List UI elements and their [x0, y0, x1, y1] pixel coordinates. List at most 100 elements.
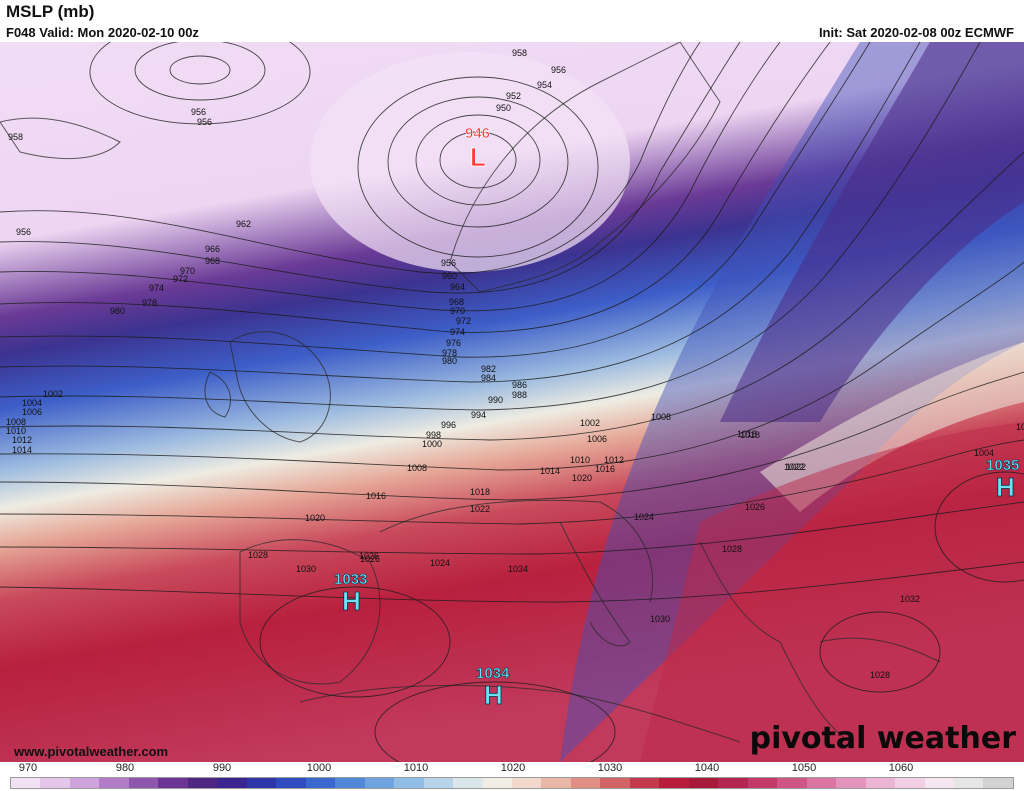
mslp-map: 958 956 954 952 950 956 956 958 956 962 …	[0, 42, 1024, 762]
colorbar-swatch	[865, 778, 896, 788]
contour-label: 950	[496, 103, 511, 113]
colorbar-tick-label: 1020	[500, 762, 526, 774]
colorbar-swatch	[158, 778, 188, 788]
colorbar-swatch	[305, 778, 336, 788]
high-pressure-center: 1034 H	[476, 665, 511, 711]
init-time: Init: Sat 2020-02-08 00z ECMWF	[818, 25, 1014, 40]
colorbar-strip	[10, 777, 1014, 789]
contour-label: 1002	[43, 389, 63, 399]
contour-label: 1024	[430, 558, 450, 568]
contour-label: 978	[142, 298, 157, 308]
colorbar-swatch	[394, 778, 424, 788]
contour-labels: 958 956 954 952 950 956 956 958 956 962 …	[6, 48, 1024, 680]
colorbar-swatch	[69, 778, 100, 788]
contour-label: 974	[450, 327, 465, 337]
contour-label: 1004	[22, 398, 42, 408]
contour-label: 1008	[651, 412, 671, 422]
colorbar-swatch	[453, 778, 483, 788]
brand-logo: pivotal weather	[750, 721, 1017, 756]
colorbar-tick-labels: 970 980 990 1000 1010 1020 1030 1040 1050 1060	[10, 762, 1014, 776]
contour-label: 1012	[604, 455, 624, 465]
contour-label: 1018	[737, 429, 757, 439]
contour-label: 1010	[6, 426, 26, 436]
contour-label: 1020	[305, 513, 325, 523]
colorbar-swatch	[276, 778, 306, 788]
contour-label: 956	[197, 117, 212, 127]
contour-label: 1016	[595, 464, 615, 474]
colorbar-swatch	[246, 778, 277, 788]
low-pressure-letter: L	[470, 142, 486, 172]
colorbar-swatch	[541, 778, 571, 788]
low-pressure-value: 946	[465, 125, 490, 142]
contour-label: 1026	[745, 502, 765, 512]
contour-label: 1034	[508, 564, 528, 574]
contour-label: 1018	[470, 487, 490, 497]
colorbar-swatch	[777, 778, 807, 788]
contour-label: 1026	[359, 551, 379, 561]
contour-label: 1028	[722, 544, 742, 554]
contour-label: 1000	[422, 439, 442, 449]
contour-label: 1004	[974, 448, 994, 458]
contour-label: 970	[180, 266, 195, 276]
contour-label: 1020	[572, 473, 592, 483]
map-title: MSLP (mb)	[6, 2, 95, 21]
contour-label: 964	[450, 282, 465, 292]
colorbar-swatch	[482, 778, 512, 788]
colorbar-swatch	[836, 778, 866, 788]
colorbar-swatch	[187, 778, 218, 788]
colorbar-swatch	[954, 778, 984, 788]
contour-label: 966	[205, 244, 220, 254]
contour-label: 1026	[360, 554, 380, 564]
contour-label: 1030	[296, 564, 316, 574]
colorbar-swatch	[747, 778, 778, 788]
contour-label: 990	[488, 395, 503, 405]
contour-label: 956	[16, 227, 31, 237]
low-pressure-center: 946 L	[465, 125, 491, 173]
colorbar-swatch	[217, 778, 247, 788]
contour-label: 1024	[634, 512, 654, 522]
colorbar-tick-label: 970	[18, 762, 38, 774]
contour-label: 974	[149, 283, 164, 293]
site-url: www.pivotalweather.com	[13, 744, 168, 759]
colorbar-swatch	[511, 778, 542, 788]
pressure-colorbar: 970 980 990 1000 1010 1020 1030 1040 1050 1060	[10, 762, 1014, 791]
contour-label: 996	[441, 420, 456, 430]
colorbar-tick-label: 990	[212, 762, 232, 774]
colorbar-swatch	[600, 778, 630, 788]
colorbar-tick-label: 980	[115, 762, 135, 774]
high-pressure-value: 1035	[986, 457, 1019, 474]
colorbar-tick-label: 1060	[888, 762, 914, 774]
contour-label: 1032	[1016, 422, 1024, 432]
colorbar-swatch	[895, 778, 925, 788]
colorbar-swatch	[11, 778, 41, 788]
contour-label: 1002	[580, 418, 600, 428]
high-pressure-center: 1033 H	[334, 571, 368, 617]
contour-label: 972	[456, 316, 471, 326]
colorbar-swatch	[806, 778, 837, 788]
contour-label: 1032	[900, 594, 920, 604]
pressure-centers: 946 L 1033 H 1034 H 1035 H	[334, 125, 1020, 711]
contour-label: 952	[506, 91, 521, 101]
contour-label: 960	[442, 271, 457, 281]
contour-label: 1010	[570, 455, 590, 465]
colorbar-swatch	[688, 778, 719, 788]
contour-label: 1018	[740, 430, 760, 440]
colorbar-tick-label: 1030	[597, 762, 623, 774]
contour-label: 1006	[22, 407, 42, 417]
contour-label: 1022	[786, 462, 806, 472]
contour-label: 1016	[366, 491, 386, 501]
contour-label: 958	[512, 48, 527, 58]
contour-label: 962	[236, 219, 251, 229]
valid-time: F048 Valid: Mon 2020-02-10 00z	[6, 25, 199, 40]
contour-label: 988	[512, 390, 527, 400]
contour-label: 1014	[540, 466, 560, 476]
colorbar-tick-label: 1040	[694, 762, 720, 774]
contour-label: 976	[446, 338, 461, 348]
colorbar-tick-label: 1000	[306, 762, 332, 774]
contour-label: 958	[8, 132, 23, 142]
colorbar-swatch	[570, 778, 601, 788]
contour-label: 968	[449, 297, 464, 307]
colorbar-swatch	[99, 778, 129, 788]
contour-label: 1008	[6, 417, 26, 427]
colorbar-swatch	[659, 778, 689, 788]
